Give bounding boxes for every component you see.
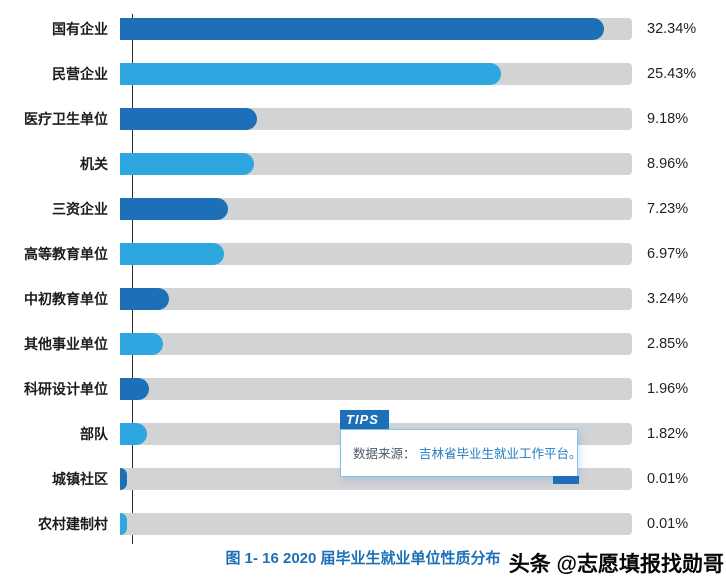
category-label: 三资企业 <box>52 200 108 217</box>
bar <box>120 422 148 445</box>
bar <box>120 197 229 220</box>
category-label: 高等教育单位 <box>24 245 108 262</box>
bar-track <box>120 17 632 40</box>
category-label: 民营企业 <box>52 65 108 82</box>
chart-row: 其他事业单位 2.85% <box>0 321 726 366</box>
tips-source-text: 吉林省毕业生就业工作平台。 <box>419 447 582 461</box>
bar-track <box>120 152 632 175</box>
bar <box>120 467 127 490</box>
bar-track <box>120 62 632 85</box>
tips-box: 数据来源： 吉林省毕业生就业工作平台。 <box>340 429 582 484</box>
chart-row: 高等教育单位 6.97% <box>0 231 726 276</box>
category-label: 医疗卫生单位 <box>24 110 108 127</box>
bar-track <box>120 287 632 310</box>
chart-row: 国有企业 32.34% <box>0 6 726 51</box>
bar <box>120 332 163 355</box>
chart-row: 机关 8.96% <box>0 141 726 186</box>
category-label: 城镇社区 <box>52 470 108 487</box>
value-label: 0.01% <box>647 515 689 532</box>
chart-caption: 图 1- 16 2020 届毕业生就业单位性质分布 <box>225 550 501 567</box>
chart-row: 中初教育单位 3.24% <box>0 276 726 321</box>
chart-row: 医疗卫生单位 9.18% <box>0 96 726 141</box>
tips-tab-label: TIPS <box>340 410 389 429</box>
y-axis-line <box>132 14 133 544</box>
bar <box>120 62 501 85</box>
value-label: 7.23% <box>647 200 689 217</box>
chart-row: 农村建制村 0.01% <box>0 501 726 546</box>
bar-chart: 国有企业 32.34% 民营企业 25.43% 医疗卫生单位 9.18% 机关 8.96% 三资… <box>0 6 726 546</box>
value-label: 8.96% <box>647 155 689 172</box>
category-label: 机关 <box>80 155 108 172</box>
bar-track <box>120 107 632 130</box>
category-label: 科研设计单位 <box>24 380 108 397</box>
bar-track <box>120 377 632 400</box>
bar <box>120 17 605 40</box>
tips-callout: TIPS 数据来源： 吉林省毕业生就业工作平台。 <box>340 410 582 484</box>
bar-track <box>120 242 632 265</box>
bar <box>120 287 169 310</box>
bar <box>120 377 150 400</box>
tips-source-prefix: 数据来源： <box>353 447 416 461</box>
category-label: 国有企业 <box>52 20 108 37</box>
chart-row: 科研设计单位 1.96% <box>0 366 726 411</box>
value-label: 0.01% <box>647 470 689 487</box>
chart-rows: 国有企业 32.34% 民营企业 25.43% 医疗卫生单位 9.18% 机关 8.96% 三资… <box>0 6 726 546</box>
value-label: 1.96% <box>647 380 689 397</box>
bar <box>120 107 258 130</box>
value-label: 25.43% <box>647 65 697 82</box>
bar-track <box>120 512 632 535</box>
value-label: 32.34% <box>647 20 697 37</box>
bar <box>120 242 225 265</box>
category-label: 农村建制村 <box>38 515 108 532</box>
value-label: 6.97% <box>647 245 689 262</box>
value-label: 3.24% <box>647 290 689 307</box>
chart-row: 民营企业 25.43% <box>0 51 726 96</box>
bar <box>120 512 127 535</box>
watermark: 头条 @志愿填报找勋哥 <box>508 553 724 576</box>
category-label: 其他事业单位 <box>24 335 108 352</box>
value-label: 2.85% <box>647 335 689 352</box>
category-label: 中初教育单位 <box>24 290 108 307</box>
chart-row: 三资企业 7.23% <box>0 186 726 231</box>
bar-track <box>120 197 632 220</box>
category-label: 部队 <box>80 425 108 442</box>
bar <box>120 152 255 175</box>
bar-track <box>120 332 632 355</box>
tips-accent-bar <box>553 476 579 484</box>
value-label: 1.82% <box>647 425 689 442</box>
value-label: 9.18% <box>647 110 689 127</box>
